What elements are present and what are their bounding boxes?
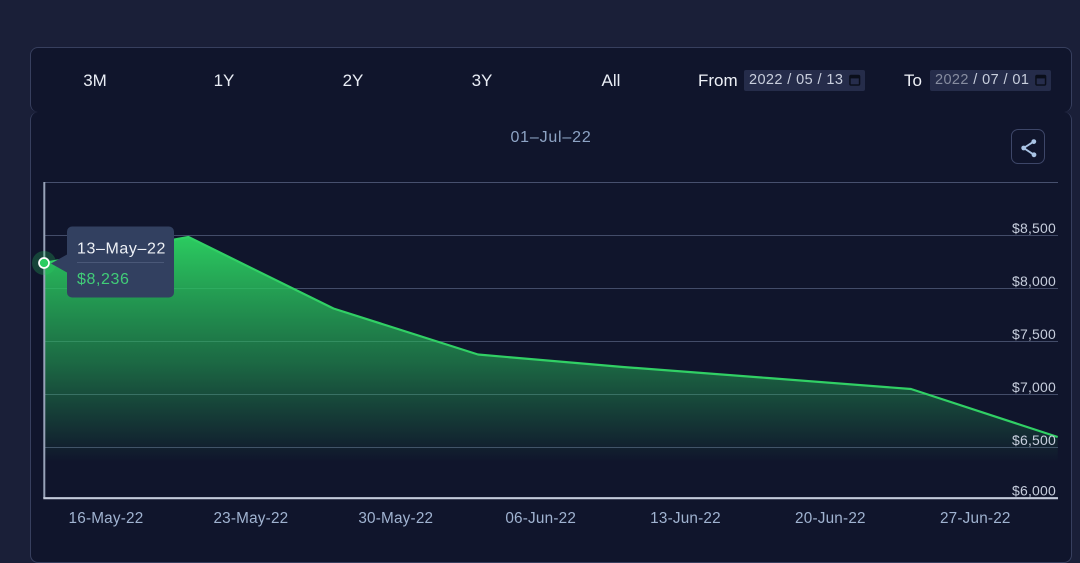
svg-text:$7,000: $7,000 bbox=[1012, 379, 1056, 395]
svg-text:$7,500: $7,500 bbox=[1012, 326, 1056, 342]
svg-text:$8,500: $8,500 bbox=[1012, 220, 1056, 236]
svg-text:23-May-22: 23-May-22 bbox=[213, 510, 288, 527]
svg-text:27-Jun-22: 27-Jun-22 bbox=[940, 510, 1011, 527]
svg-text:$6,500: $6,500 bbox=[1012, 432, 1056, 448]
svg-text:16-May-22: 16-May-22 bbox=[69, 510, 144, 527]
svg-text:20-Jun-22: 20-Jun-22 bbox=[795, 510, 866, 527]
svg-text:$6,000: $6,000 bbox=[1012, 483, 1056, 499]
svg-text:13–May–22: 13–May–22 bbox=[77, 241, 166, 258]
svg-text:30-May-22: 30-May-22 bbox=[358, 510, 433, 527]
svg-text:$8,000: $8,000 bbox=[1012, 273, 1056, 289]
svg-text:13-Jun-22: 13-Jun-22 bbox=[650, 510, 721, 527]
svg-text:06-Jun-22: 06-Jun-22 bbox=[505, 510, 576, 527]
svg-text:$8,236: $8,236 bbox=[77, 271, 130, 288]
